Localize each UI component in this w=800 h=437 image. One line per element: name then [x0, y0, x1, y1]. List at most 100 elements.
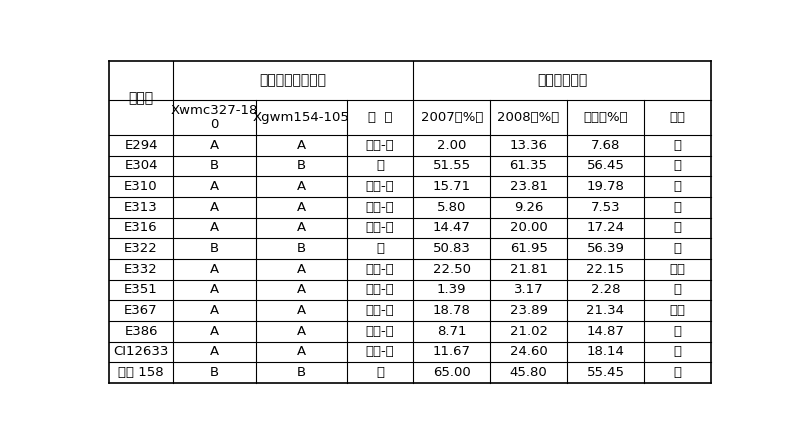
Text: E322: E322 [124, 242, 158, 255]
Text: 61.35: 61.35 [510, 160, 548, 172]
Text: 分子标记预测结果: 分子标记预测结果 [259, 73, 326, 87]
Text: E294: E294 [124, 139, 158, 152]
Text: 抗: 抗 [674, 139, 682, 152]
Text: CI12633: CI12633 [114, 345, 169, 358]
Text: 7.53: 7.53 [590, 201, 620, 214]
Text: Xwmc327-18
0: Xwmc327-18 0 [171, 104, 258, 131]
Text: 中抗-抗: 中抗-抗 [366, 263, 394, 276]
Text: A: A [297, 325, 306, 338]
Text: 中抗-抗: 中抗-抗 [366, 345, 394, 358]
Text: 2008（%）: 2008（%） [498, 111, 560, 124]
Text: 抗: 抗 [674, 180, 682, 193]
Text: A: A [210, 201, 219, 214]
Text: 抗: 抗 [674, 283, 682, 296]
Text: 19.78: 19.78 [586, 180, 624, 193]
Text: A: A [297, 139, 306, 152]
Text: B: B [210, 366, 219, 379]
Text: 24.60: 24.60 [510, 345, 547, 358]
Text: E304: E304 [124, 160, 158, 172]
Text: 8.71: 8.71 [437, 325, 466, 338]
Text: 感: 感 [674, 160, 682, 172]
Text: A: A [297, 283, 306, 296]
Text: E386: E386 [124, 325, 158, 338]
Text: 9.26: 9.26 [514, 201, 543, 214]
Text: 56.39: 56.39 [586, 242, 624, 255]
Text: 23.89: 23.89 [510, 304, 547, 317]
Text: 2007（%）: 2007（%） [421, 111, 483, 124]
Text: 感: 感 [376, 366, 384, 379]
Text: A: A [210, 139, 219, 152]
Text: 18.78: 18.78 [433, 304, 470, 317]
Text: 45.80: 45.80 [510, 366, 547, 379]
Text: 23.81: 23.81 [510, 180, 548, 193]
Text: 61.95: 61.95 [510, 242, 547, 255]
Text: 50.83: 50.83 [433, 242, 470, 255]
Text: 21.34: 21.34 [586, 304, 625, 317]
Text: 扬麦 158: 扬麦 158 [118, 366, 164, 379]
Text: 65.00: 65.00 [433, 366, 470, 379]
Text: 抗: 抗 [674, 325, 682, 338]
Text: 21.81: 21.81 [510, 263, 548, 276]
Text: 抗: 抗 [674, 345, 682, 358]
Text: 株系号: 株系号 [129, 91, 154, 105]
Text: 中抗-抗: 中抗-抗 [366, 139, 394, 152]
Text: 中抗-抗: 中抗-抗 [366, 283, 394, 296]
Text: E310: E310 [124, 180, 158, 193]
Text: A: A [297, 304, 306, 317]
Text: 22.50: 22.50 [433, 263, 470, 276]
Text: 14.87: 14.87 [586, 325, 624, 338]
Text: 抗: 抗 [674, 201, 682, 214]
Text: B: B [297, 242, 306, 255]
Text: E316: E316 [124, 222, 158, 234]
Text: 51.55: 51.55 [433, 160, 471, 172]
Text: A: A [210, 283, 219, 296]
Text: 2.00: 2.00 [437, 139, 466, 152]
Text: 14.47: 14.47 [433, 222, 470, 234]
Text: 抗: 抗 [674, 222, 682, 234]
Text: 中抗-抗: 中抗-抗 [366, 201, 394, 214]
Text: A: A [297, 201, 306, 214]
Text: 平均（%）: 平均（%） [583, 111, 628, 124]
Text: E332: E332 [124, 263, 158, 276]
Text: A: A [297, 180, 306, 193]
Text: E313: E313 [124, 201, 158, 214]
Text: B: B [297, 160, 306, 172]
Text: B: B [297, 366, 306, 379]
Text: 中抗-抗: 中抗-抗 [366, 304, 394, 317]
Text: B: B [210, 242, 219, 255]
Text: 感: 感 [376, 242, 384, 255]
Text: A: A [210, 180, 219, 193]
Text: A: A [210, 222, 219, 234]
Text: B: B [210, 160, 219, 172]
Text: 抗  性: 抗 性 [368, 111, 392, 124]
Text: A: A [297, 263, 306, 276]
Text: 中抗: 中抗 [670, 263, 686, 276]
Text: 中抗-抗: 中抗-抗 [366, 180, 394, 193]
Text: 感: 感 [674, 366, 682, 379]
Text: Xgwm154-105: Xgwm154-105 [253, 111, 350, 124]
Text: 17.24: 17.24 [586, 222, 625, 234]
Text: 实际鉴定结果: 实际鉴定结果 [537, 73, 587, 87]
Text: A: A [210, 345, 219, 358]
Text: 15.71: 15.71 [433, 180, 471, 193]
Text: A: A [210, 263, 219, 276]
Text: 21.02: 21.02 [510, 325, 548, 338]
Text: 1.39: 1.39 [437, 283, 466, 296]
Text: 3.17: 3.17 [514, 283, 543, 296]
Text: E367: E367 [124, 304, 158, 317]
Text: 7.68: 7.68 [590, 139, 620, 152]
Text: 56.45: 56.45 [586, 160, 624, 172]
Text: A: A [297, 222, 306, 234]
Text: 13.36: 13.36 [510, 139, 548, 152]
Text: 2.28: 2.28 [590, 283, 620, 296]
Text: 中抗: 中抗 [670, 304, 686, 317]
Text: 18.14: 18.14 [586, 345, 624, 358]
Text: 抗性: 抗性 [670, 111, 686, 124]
Text: 感: 感 [674, 242, 682, 255]
Text: E351: E351 [124, 283, 158, 296]
Text: 中抗-抗: 中抗-抗 [366, 222, 394, 234]
Text: 感: 感 [376, 160, 384, 172]
Text: 11.67: 11.67 [433, 345, 470, 358]
Text: 55.45: 55.45 [586, 366, 625, 379]
Text: A: A [297, 345, 306, 358]
